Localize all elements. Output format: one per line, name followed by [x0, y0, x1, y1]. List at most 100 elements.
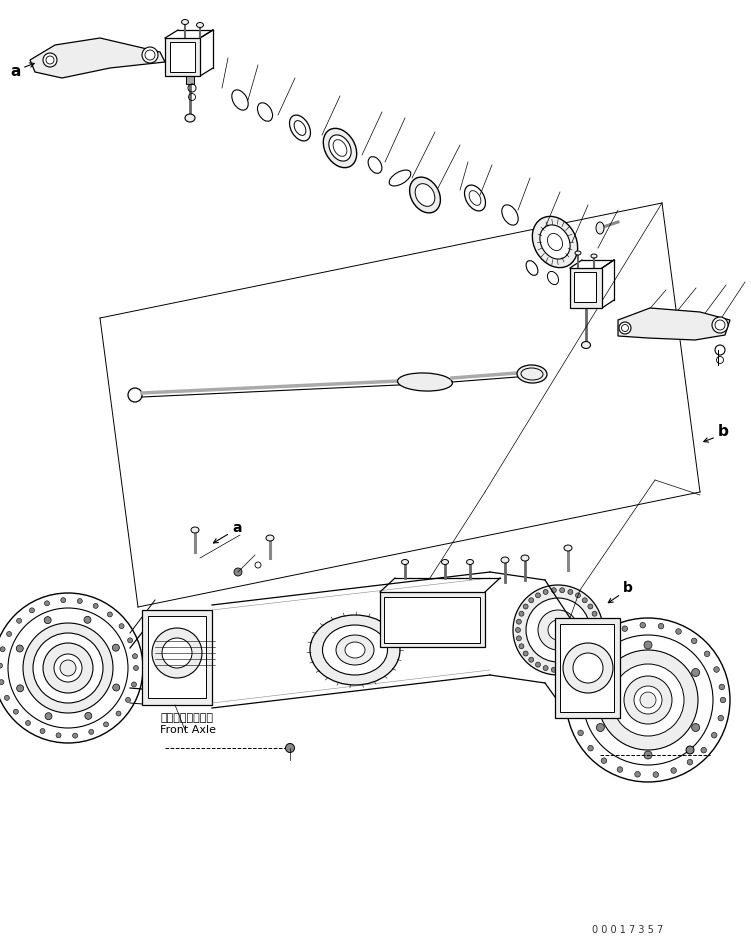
Circle shape	[128, 638, 133, 643]
Circle shape	[162, 638, 192, 668]
Circle shape	[644, 751, 652, 759]
Ellipse shape	[191, 527, 199, 533]
Circle shape	[588, 651, 593, 656]
Circle shape	[517, 619, 521, 624]
Text: b: b	[623, 581, 633, 595]
Ellipse shape	[596, 222, 604, 234]
Ellipse shape	[323, 129, 357, 168]
Circle shape	[77, 598, 83, 604]
Ellipse shape	[532, 216, 578, 268]
Circle shape	[595, 636, 599, 640]
Ellipse shape	[397, 373, 453, 391]
Circle shape	[653, 772, 659, 777]
Circle shape	[601, 758, 607, 763]
Bar	[186, 76, 194, 84]
Circle shape	[515, 627, 520, 633]
Circle shape	[526, 598, 590, 662]
Circle shape	[543, 666, 548, 670]
Circle shape	[595, 619, 599, 624]
Circle shape	[113, 644, 119, 651]
Circle shape	[40, 729, 45, 733]
Circle shape	[61, 597, 66, 603]
Circle shape	[285, 744, 294, 752]
Ellipse shape	[197, 23, 204, 27]
Circle shape	[575, 593, 581, 598]
Circle shape	[692, 639, 697, 644]
Circle shape	[624, 676, 672, 724]
Ellipse shape	[409, 177, 440, 213]
Ellipse shape	[442, 560, 448, 564]
Circle shape	[612, 664, 684, 736]
Circle shape	[622, 626, 628, 631]
Text: a: a	[10, 65, 20, 80]
Bar	[380, 592, 485, 647]
Circle shape	[513, 585, 603, 675]
Text: b: b	[718, 424, 729, 439]
Circle shape	[713, 667, 719, 672]
Circle shape	[581, 660, 586, 666]
Ellipse shape	[185, 114, 195, 122]
Bar	[560, 624, 614, 712]
Ellipse shape	[501, 557, 509, 563]
Circle shape	[125, 698, 131, 702]
Circle shape	[582, 657, 587, 662]
Circle shape	[568, 590, 573, 594]
Text: 0 0 0 1 7 3 5 7: 0 0 0 1 7 3 5 7	[592, 925, 663, 935]
Ellipse shape	[540, 225, 570, 259]
Circle shape	[573, 676, 579, 682]
Ellipse shape	[591, 254, 597, 258]
Ellipse shape	[575, 251, 581, 255]
Circle shape	[548, 620, 568, 640]
Circle shape	[538, 610, 578, 650]
Polygon shape	[618, 308, 730, 340]
Circle shape	[543, 590, 548, 594]
Bar	[142, 610, 212, 705]
Circle shape	[687, 760, 692, 765]
Ellipse shape	[466, 560, 473, 564]
Circle shape	[44, 617, 51, 623]
Circle shape	[17, 645, 23, 652]
Circle shape	[592, 611, 597, 616]
Circle shape	[634, 686, 662, 714]
Circle shape	[523, 651, 528, 656]
Text: フロントアクスル: フロントアクスル	[160, 713, 213, 723]
Bar	[555, 618, 620, 718]
Circle shape	[33, 633, 103, 703]
Circle shape	[559, 588, 565, 593]
Circle shape	[563, 643, 613, 693]
Circle shape	[113, 684, 119, 691]
Bar	[574, 272, 596, 302]
Circle shape	[704, 651, 710, 656]
Circle shape	[598, 650, 698, 750]
Circle shape	[535, 662, 541, 667]
Circle shape	[582, 598, 587, 603]
Circle shape	[570, 695, 576, 700]
Circle shape	[644, 641, 652, 649]
Circle shape	[107, 612, 113, 617]
Circle shape	[551, 588, 556, 593]
Ellipse shape	[402, 560, 409, 564]
Circle shape	[619, 322, 631, 334]
Circle shape	[44, 601, 50, 606]
Circle shape	[7, 632, 11, 637]
Ellipse shape	[322, 625, 388, 675]
Circle shape	[578, 731, 584, 735]
Bar	[570, 268, 602, 308]
Circle shape	[529, 657, 534, 662]
Circle shape	[605, 634, 611, 639]
Circle shape	[5, 695, 9, 700]
Circle shape	[45, 713, 52, 719]
Circle shape	[701, 747, 707, 753]
Circle shape	[559, 668, 565, 672]
Circle shape	[119, 623, 124, 628]
Circle shape	[719, 685, 725, 690]
Circle shape	[43, 53, 57, 67]
Circle shape	[551, 668, 556, 672]
Circle shape	[676, 629, 681, 634]
Ellipse shape	[345, 642, 365, 658]
Circle shape	[686, 746, 694, 754]
Circle shape	[23, 623, 113, 713]
Circle shape	[720, 697, 725, 702]
Circle shape	[596, 669, 605, 676]
Circle shape	[635, 772, 641, 777]
